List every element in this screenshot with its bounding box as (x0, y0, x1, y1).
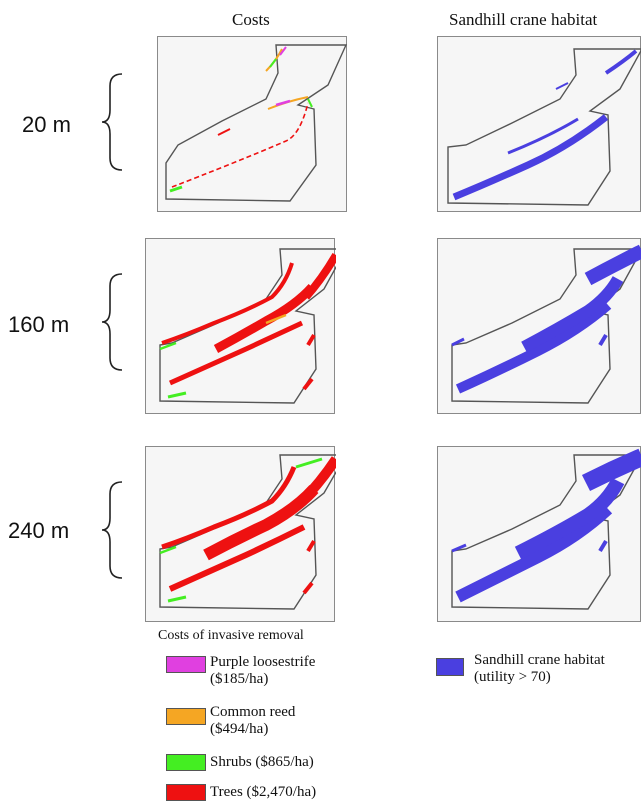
cost-legend-title: Costs of invasive removal (158, 628, 304, 643)
row-label-160m: 160 m (8, 312, 70, 337)
habitat-map-svg (451, 244, 641, 404)
cost-map-svg (159, 248, 336, 404)
legend-item-threshold: (utility > 70) (474, 669, 551, 685)
shrubs-swatch (166, 754, 206, 771)
legend-item-label: Common reed (210, 704, 296, 720)
cost-map-svg (159, 454, 336, 610)
habitat-swatch (436, 658, 464, 676)
reed-swatch (166, 708, 206, 725)
legend-item-habitat: Sandhill crane habitat (utility > 70) (474, 652, 605, 686)
legend-item-shrubs: Shrubs ($865/ha) (210, 754, 314, 770)
legend-item-label: Sandhill crane habitat (474, 652, 605, 668)
loosestrife-swatch (166, 656, 206, 673)
cost-map-20m (157, 36, 348, 212)
legend-item-price: ($494/ha) (210, 721, 269, 737)
cost-map-160m (145, 238, 336, 414)
row-label-20m: 20 m (22, 112, 71, 137)
habitat-map-svg (451, 448, 641, 610)
cost-map-svg (165, 44, 348, 202)
costs-column-title: Costs (232, 10, 270, 29)
row-label-240m: 240 m (8, 518, 70, 543)
brace-icon (101, 273, 123, 371)
brace-icon (101, 481, 123, 579)
habitat-map-240m (437, 446, 641, 622)
habitat-column-title: Sandhill crane habitat (449, 10, 598, 29)
trees-swatch (166, 784, 206, 801)
habitat-map-svg (447, 48, 641, 206)
habitat-map-160m (437, 238, 641, 414)
cost-map-240m (145, 446, 336, 622)
habitat-map-20m (437, 36, 641, 212)
legend-item-label: Purple loosestrife (210, 654, 316, 670)
brace-icon (101, 73, 123, 171)
legend-item-reed: Common reed ($494/ha) (210, 704, 295, 738)
legend-item-loosestrife: Purple loosestrife ($185/ha) (210, 654, 315, 688)
legend-item-price: ($185/ha) (210, 671, 269, 687)
legend-item-trees: Trees ($2,470/ha) (210, 784, 317, 800)
